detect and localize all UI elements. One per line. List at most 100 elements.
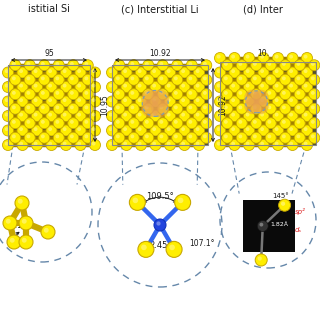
Circle shape (116, 134, 120, 138)
Circle shape (194, 67, 204, 78)
Circle shape (157, 103, 168, 114)
Circle shape (188, 120, 192, 124)
Circle shape (289, 113, 293, 116)
Circle shape (203, 106, 207, 109)
Circle shape (280, 60, 291, 71)
Circle shape (275, 98, 278, 102)
Circle shape (181, 84, 185, 88)
Text: 107.1°: 107.1° (189, 239, 215, 249)
Circle shape (178, 197, 183, 203)
Circle shape (309, 118, 320, 129)
Bar (112, 65, 208, 145)
Circle shape (41, 134, 45, 138)
Circle shape (48, 142, 52, 146)
Circle shape (109, 127, 113, 131)
Circle shape (244, 52, 254, 63)
Circle shape (48, 113, 52, 116)
Circle shape (123, 113, 127, 116)
Circle shape (131, 106, 134, 109)
Circle shape (311, 134, 315, 138)
Circle shape (224, 91, 228, 95)
Circle shape (238, 91, 242, 95)
Circle shape (311, 106, 315, 109)
Circle shape (194, 125, 204, 136)
Circle shape (5, 142, 9, 146)
Circle shape (107, 140, 117, 150)
Circle shape (138, 69, 141, 73)
Circle shape (246, 113, 250, 116)
Circle shape (164, 67, 175, 78)
Circle shape (246, 142, 250, 146)
Circle shape (141, 90, 159, 108)
Circle shape (18, 199, 23, 204)
Circle shape (201, 118, 212, 129)
Circle shape (41, 120, 45, 124)
Circle shape (188, 76, 192, 80)
Circle shape (301, 52, 313, 63)
Circle shape (123, 127, 127, 131)
Circle shape (116, 76, 120, 80)
Circle shape (245, 91, 268, 113)
Circle shape (5, 127, 9, 131)
Circle shape (92, 127, 96, 131)
Circle shape (268, 106, 271, 109)
Circle shape (135, 140, 147, 150)
Circle shape (188, 62, 192, 66)
Circle shape (253, 106, 257, 109)
Circle shape (34, 84, 37, 88)
Circle shape (3, 125, 13, 136)
Circle shape (273, 52, 284, 63)
Circle shape (203, 120, 207, 124)
Circle shape (174, 62, 178, 66)
Circle shape (280, 103, 291, 114)
Circle shape (17, 67, 28, 78)
Circle shape (214, 52, 226, 63)
Circle shape (217, 84, 220, 88)
Circle shape (246, 127, 250, 131)
Circle shape (19, 69, 23, 73)
Text: 10.92: 10.92 (218, 94, 227, 116)
Circle shape (60, 110, 71, 122)
Circle shape (181, 69, 185, 73)
Circle shape (275, 69, 278, 73)
Circle shape (265, 118, 276, 129)
Circle shape (92, 113, 96, 116)
Circle shape (22, 219, 27, 224)
Circle shape (222, 60, 233, 71)
Circle shape (107, 82, 117, 92)
Circle shape (12, 134, 16, 138)
Circle shape (17, 140, 28, 150)
Circle shape (194, 82, 204, 92)
Circle shape (114, 118, 125, 129)
Circle shape (265, 103, 276, 114)
Circle shape (253, 76, 257, 80)
Circle shape (5, 98, 9, 102)
Circle shape (311, 120, 315, 124)
Circle shape (260, 98, 264, 102)
Circle shape (304, 142, 308, 146)
Circle shape (203, 76, 207, 80)
Circle shape (143, 118, 154, 129)
Circle shape (142, 90, 168, 116)
Circle shape (217, 113, 220, 116)
Circle shape (217, 69, 220, 73)
Circle shape (268, 120, 271, 124)
Circle shape (196, 127, 200, 131)
Circle shape (260, 84, 264, 88)
Circle shape (229, 67, 240, 78)
Circle shape (22, 238, 27, 243)
Circle shape (24, 118, 35, 129)
Text: (c) Interstitial Li: (c) Interstitial Li (121, 4, 199, 14)
Circle shape (273, 125, 284, 136)
Circle shape (128, 103, 139, 114)
Circle shape (75, 67, 86, 78)
Circle shape (7, 235, 21, 249)
Circle shape (231, 142, 235, 146)
Circle shape (145, 76, 149, 80)
Circle shape (82, 118, 93, 129)
Circle shape (39, 60, 50, 71)
Circle shape (217, 142, 220, 146)
Circle shape (214, 67, 226, 78)
Circle shape (188, 91, 192, 95)
Circle shape (236, 118, 247, 129)
